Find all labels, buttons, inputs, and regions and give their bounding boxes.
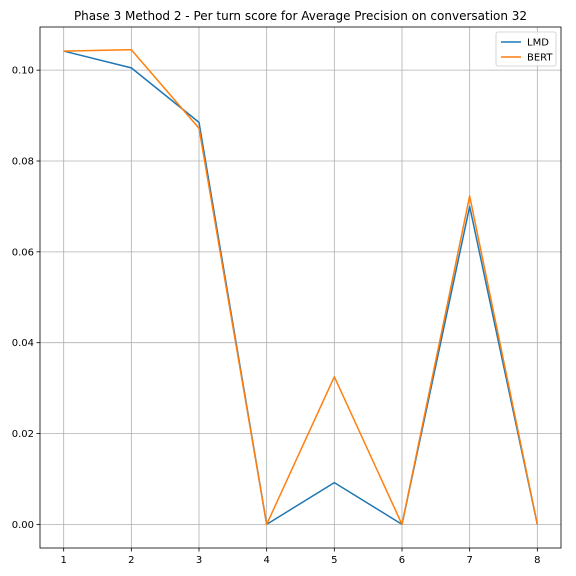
series-line-bert [63,48,539,526]
grid [40,27,561,548]
x-tick-label: 1 [60,555,66,566]
legend: LMD BERT [495,31,557,67]
x-tick-label: 6 [399,555,405,566]
legend-label-bert: BERT [527,53,553,64]
y-tick-label: 0.02 [12,429,34,440]
x-tick-label: 5 [331,555,337,566]
y-axis: 0.00 0.02 0.04 0.06 0.08 0.10 [12,66,40,531]
legend-label-lmd: LMD [527,38,549,49]
y-tick-label: 0.08 [12,156,34,167]
chart-title: Phase 3 Method 2 - Per turn score for Av… [74,9,527,23]
y-tick-label: 0.06 [12,247,34,258]
series-line-lmd [63,50,539,526]
x-tick-label: 8 [534,555,540,566]
plot-frame [39,26,562,549]
x-tick-label: 7 [466,555,472,566]
x-tick-label: 2 [128,555,134,566]
x-tick-label: 4 [263,555,269,566]
y-tick-label: 0.04 [12,338,34,349]
y-tick-label: 0.10 [12,66,34,77]
y-tick-label: 0.00 [12,520,34,531]
series-layer [63,48,539,526]
x-tick-label: 3 [196,555,202,566]
x-axis: 1 2 3 4 5 6 7 8 [60,548,541,566]
